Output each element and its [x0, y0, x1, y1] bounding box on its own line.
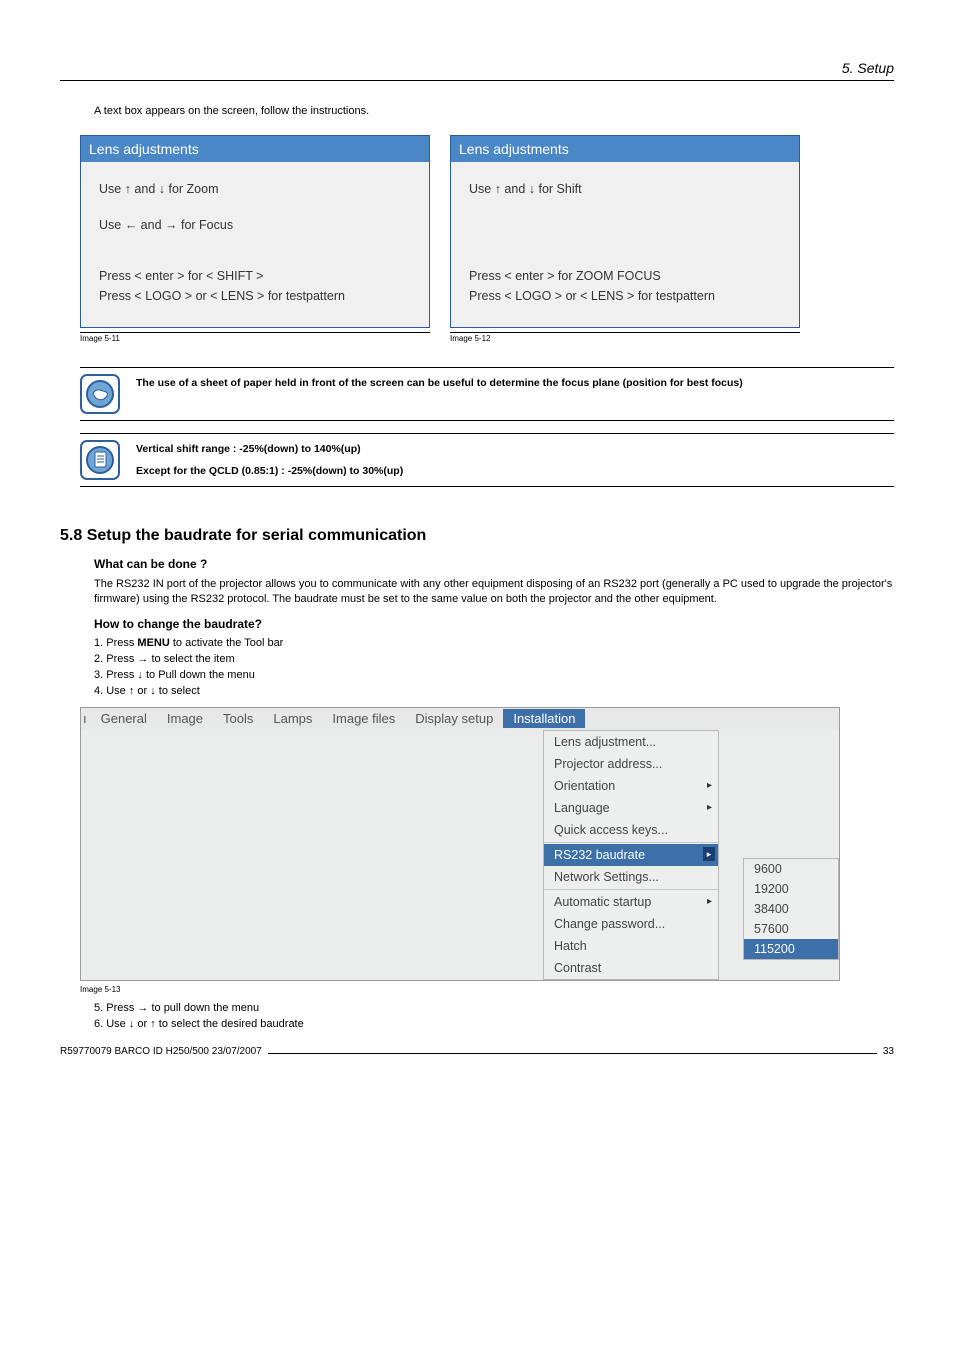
step-4: Use ↑ or ↓ to select	[94, 685, 894, 697]
hand-point-icon	[80, 374, 120, 414]
tip-note: The use of a sheet of paper held in fron…	[80, 367, 894, 421]
menu-tools[interactable]: Tools	[213, 709, 263, 728]
menu-installation[interactable]: Installation	[503, 709, 585, 728]
what-can-be-done: What can be done ?	[94, 557, 894, 571]
page-footer: R59770079 BARCO ID H250/500 23/07/2007 3…	[60, 1046, 894, 1057]
dropdown-item[interactable]: Lens adjustment...	[544, 731, 718, 753]
panel-right-line1: Use ↑ and ↓ for Shift	[469, 182, 781, 196]
menu-lamps[interactable]: Lamps	[263, 709, 322, 728]
submenu-item[interactable]: 57600	[744, 919, 838, 939]
dropdown-item[interactable]: Contrast	[544, 957, 718, 979]
lens-panels: Lens adjustments Use ↑ and ↓ for Zoom Us…	[80, 135, 894, 328]
panel-left-line2: Use ← and → for Focus	[99, 218, 411, 232]
caption-5-13: Image 5-13	[80, 985, 894, 994]
submenu-item[interactable]: 38400	[744, 899, 838, 919]
menu-general[interactable]: General	[91, 709, 157, 728]
intro-text: A text box appears on the screen, follow…	[94, 105, 894, 117]
step-1: Press MENU to activate the Tool bar	[94, 637, 894, 649]
submenu-item[interactable]: 19200	[744, 879, 838, 899]
tip-text: The use of a sheet of paper held in fron…	[136, 374, 743, 392]
menu-imagefiles[interactable]: Image files	[322, 709, 405, 728]
dropdown-item[interactable]: Quick access keys...	[544, 819, 718, 841]
dropdown-item[interactable]: Automatic startup▸	[544, 891, 718, 913]
step-2: Press → to select the item	[94, 653, 894, 665]
menubar-trunc: ı	[81, 709, 91, 728]
info-line2: Except for the QCLD (0.85:1) : -25%(down…	[136, 464, 403, 480]
footer-left: R59770079 BARCO ID H250/500 23/07/2007	[60, 1046, 262, 1057]
info-text: Vertical shift range : -25%(down) to 140…	[136, 440, 403, 480]
how-to-change: How to change the baudrate?	[94, 617, 894, 631]
dropdown-item[interactable]: Network Settings...	[544, 866, 718, 888]
panel-right-body: Use ↑ and ↓ for Shift Press < enter > fo…	[451, 162, 799, 327]
footer-rule	[268, 1053, 877, 1054]
dropdown-item[interactable]: Change password...	[544, 913, 718, 935]
step-3: Press ↓ to Pull down the menu	[94, 669, 894, 681]
panel-captions: Image 5-11 Image 5-12	[80, 332, 894, 343]
step-6: Use ↓ or ↑ to select the desired baudrat…	[94, 1018, 894, 1030]
panel-left-line1: Use ↑ and ↓ for Zoom	[99, 182, 411, 196]
panel-left-title: Lens adjustments	[81, 136, 429, 162]
dropdown-area: Lens adjustment...Projector address...Or…	[81, 730, 839, 980]
submenu-item[interactable]: 115200	[744, 939, 838, 959]
panel-right: Lens adjustments Use ↑ and ↓ for Shift P…	[450, 135, 800, 328]
info-line1: Vertical shift range : -25%(down) to 140…	[136, 442, 403, 458]
panel-right-line4: Press < LOGO > or < LENS > for testpatte…	[469, 289, 781, 303]
panel-left-line4: Press < LOGO > or < LENS > for testpatte…	[99, 289, 411, 303]
dropdown-item[interactable]: RS232 baudrate▸	[544, 844, 718, 866]
steps-1-4: Press MENU to activate the Tool bar Pres…	[94, 637, 894, 697]
menu-displaysetup[interactable]: Display setup	[405, 709, 503, 728]
panel-left-body: Use ↑ and ↓ for Zoom Use ← and → for Foc…	[81, 162, 429, 327]
menubar: ı General Image Tools Lamps Image files …	[81, 708, 839, 730]
what-para: The RS232 IN port of the projector allow…	[94, 577, 894, 607]
panel-right-title: Lens adjustments	[451, 136, 799, 162]
steps-5-6: Press → to pull down the menu Use ↓ or ↑…	[94, 1002, 894, 1030]
menu-image[interactable]: Image	[157, 709, 213, 728]
baudrate-submenu: 9600192003840057600115200	[743, 858, 839, 960]
dropdown-item[interactable]: Language▸	[544, 797, 718, 819]
caption-5-12: Image 5-12	[450, 332, 800, 343]
caption-5-11: Image 5-11	[80, 332, 430, 343]
page-header: 5. Setup	[60, 60, 894, 81]
section-5-8-title: 5.8 Setup the baudrate for serial commun…	[60, 527, 894, 545]
panel-left-line3: Press < enter > for < SHIFT >	[99, 269, 411, 283]
installation-dropdown: Lens adjustment...Projector address...Or…	[543, 730, 719, 980]
step-5: Press → to pull down the menu	[94, 1002, 894, 1014]
panel-right-line3: Press < enter > for ZOOM FOCUS	[469, 269, 781, 283]
document-icon	[80, 440, 120, 480]
dropdown-item[interactable]: Projector address...	[544, 753, 718, 775]
info-note: Vertical shift range : -25%(down) to 140…	[80, 433, 894, 487]
footer-page: 33	[883, 1046, 894, 1057]
menu-screenshot: ı General Image Tools Lamps Image files …	[80, 707, 840, 981]
submenu-item[interactable]: 9600	[744, 859, 838, 879]
dropdown-item[interactable]: Hatch	[544, 935, 718, 957]
panel-left: Lens adjustments Use ↑ and ↓ for Zoom Us…	[80, 135, 430, 328]
dropdown-item[interactable]: Orientation▸	[544, 775, 718, 797]
